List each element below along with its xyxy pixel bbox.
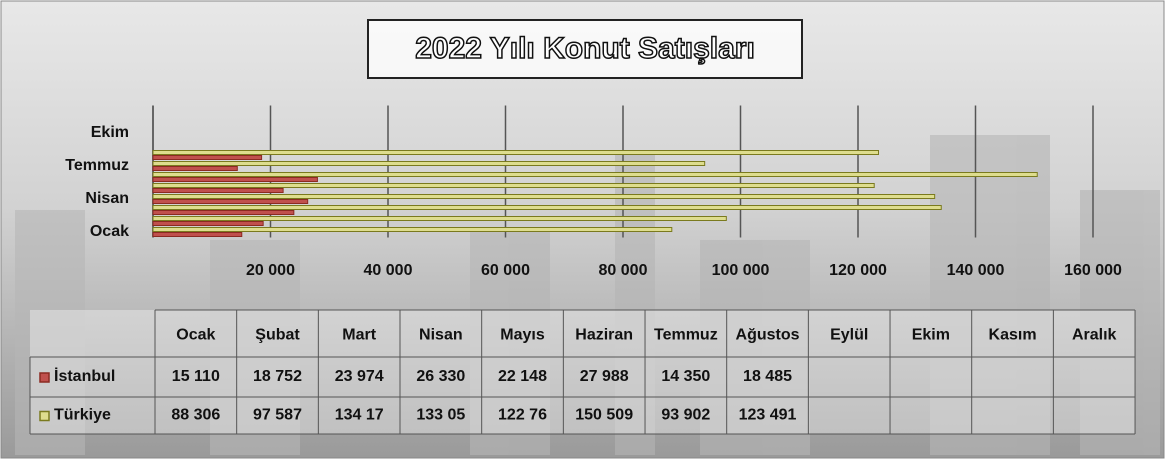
x-tick-label: 20 000 bbox=[246, 262, 295, 279]
table-value: 15 110 bbox=[172, 368, 220, 385]
bar bbox=[153, 151, 879, 155]
table-header: Haziran bbox=[575, 327, 633, 344]
legend-label: İstanbul bbox=[54, 367, 115, 385]
bar bbox=[153, 178, 317, 182]
table-value: 150 509 bbox=[575, 407, 633, 424]
chart-title: 2022 Yılı Konut Satışları bbox=[415, 32, 755, 65]
table-header: Nisan bbox=[419, 327, 463, 344]
x-tick-label: 160 000 bbox=[1064, 262, 1122, 279]
y-tick-label: Temmuz bbox=[65, 157, 129, 174]
bar bbox=[153, 162, 705, 166]
table-header: Ağustos bbox=[736, 327, 800, 344]
x-tick-label: 40 000 bbox=[364, 262, 413, 279]
table-value: 26 330 bbox=[416, 368, 465, 385]
table-value: 14 350 bbox=[661, 368, 710, 385]
chart: 2022 Yılı Konut Satışları 20 000 40 000 60… bbox=[0, 0, 1165, 459]
table-header: Kasım bbox=[989, 327, 1037, 344]
table-header: Aralık bbox=[1072, 327, 1117, 344]
x-tick-label: 80 000 bbox=[599, 262, 648, 279]
bar bbox=[153, 206, 941, 210]
bar bbox=[153, 233, 242, 237]
table-value: 23 974 bbox=[335, 368, 384, 385]
legend-label: Türkiye bbox=[54, 407, 111, 424]
bar bbox=[153, 156, 262, 160]
table-header: Mayıs bbox=[500, 327, 545, 344]
legend-key bbox=[40, 412, 49, 421]
y-tick-label: Nisan bbox=[85, 190, 129, 207]
table-header: Şubat bbox=[255, 327, 300, 344]
x-tick-label: 140 000 bbox=[947, 262, 1005, 279]
bar bbox=[153, 189, 283, 193]
bar bbox=[153, 211, 294, 215]
legend-key bbox=[40, 373, 49, 382]
y-tick-label: Ocak bbox=[90, 223, 129, 240]
x-tick-label: 100 000 bbox=[712, 262, 770, 279]
table-value: 97 587 bbox=[253, 407, 302, 424]
table-value: 93 902 bbox=[661, 407, 710, 424]
table-value: 88 306 bbox=[171, 407, 220, 424]
bar bbox=[153, 195, 935, 199]
table-value: 27 988 bbox=[580, 368, 629, 385]
table-value: 18 485 bbox=[743, 368, 792, 385]
bar bbox=[153, 173, 1037, 177]
table-header: Ocak bbox=[176, 327, 215, 344]
table-value: 133 05 bbox=[416, 407, 465, 424]
x-tick-label: 120 000 bbox=[829, 262, 887, 279]
x-tick-label: 60 000 bbox=[481, 262, 530, 279]
bar bbox=[153, 167, 237, 171]
table-header: Eylül bbox=[830, 327, 868, 344]
bar bbox=[153, 184, 874, 188]
table-value: 134 17 bbox=[335, 407, 384, 424]
table-value: 22 148 bbox=[498, 368, 547, 385]
table-header: Mart bbox=[342, 327, 376, 344]
table-value: 122 76 bbox=[498, 407, 547, 424]
bar bbox=[153, 222, 263, 226]
table-header: Ekim bbox=[912, 327, 950, 344]
table-value: 18 752 bbox=[253, 368, 302, 385]
bar bbox=[153, 200, 308, 204]
y-tick-label: Ekim bbox=[91, 124, 129, 141]
bar bbox=[153, 217, 726, 221]
table-header: Temmuz bbox=[654, 327, 718, 344]
table-value: 123 491 bbox=[739, 407, 797, 424]
bar bbox=[153, 228, 672, 232]
